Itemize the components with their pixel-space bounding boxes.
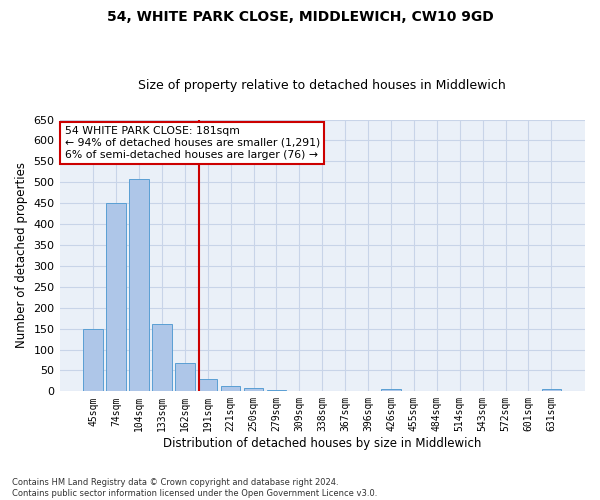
Title: Size of property relative to detached houses in Middlewich: Size of property relative to detached ho…: [139, 79, 506, 92]
Bar: [83, 330, 103, 392]
Bar: [381, 389, 401, 392]
Bar: [129, 180, 149, 392]
Bar: [175, 364, 194, 392]
Text: 54, WHITE PARK CLOSE, MIDDLEWICH, CW10 9GD: 54, WHITE PARK CLOSE, MIDDLEWICH, CW10 9…: [107, 10, 493, 24]
Y-axis label: Number of detached properties: Number of detached properties: [15, 162, 28, 348]
Bar: [542, 389, 561, 392]
Text: 54 WHITE PARK CLOSE: 181sqm
← 94% of detached houses are smaller (1,291)
6% of s: 54 WHITE PARK CLOSE: 181sqm ← 94% of det…: [65, 126, 320, 160]
Bar: [221, 386, 241, 392]
Bar: [198, 379, 217, 392]
Bar: [244, 388, 263, 392]
Text: Contains HM Land Registry data © Crown copyright and database right 2024.
Contai: Contains HM Land Registry data © Crown c…: [12, 478, 377, 498]
Bar: [106, 203, 126, 392]
Bar: [267, 390, 286, 392]
X-axis label: Distribution of detached houses by size in Middlewich: Distribution of detached houses by size …: [163, 437, 481, 450]
Bar: [152, 324, 172, 392]
